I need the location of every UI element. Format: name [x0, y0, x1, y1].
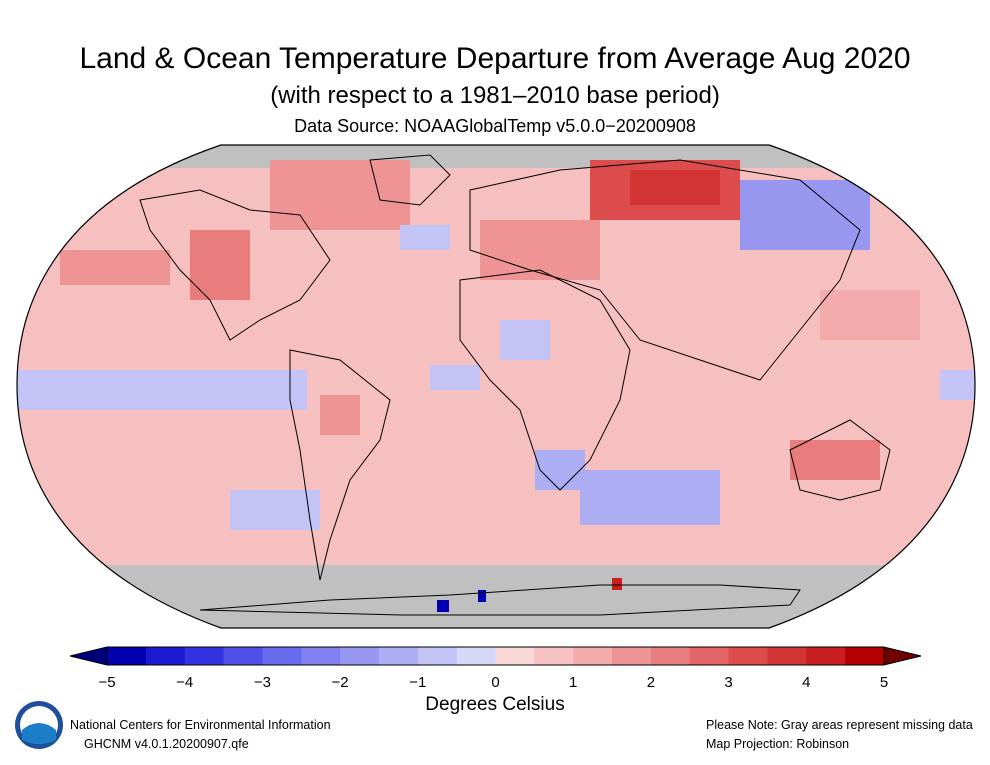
colorbar-tick-label: 5 — [879, 674, 889, 691]
anomaly-cell — [400, 225, 450, 250]
colorbar-tick-label: −3 — [253, 674, 271, 691]
colorbar-segment — [184, 647, 225, 665]
colorbar-segment — [378, 647, 419, 665]
colorbar-tick-label: −4 — [176, 674, 194, 691]
anomaly-cell — [580, 470, 720, 525]
colorbar-segment — [728, 647, 768, 665]
colorbar-segments — [107, 647, 885, 665]
colorbar-segment — [456, 647, 496, 665]
anomaly-cell — [478, 590, 486, 602]
colorbar-segment — [107, 647, 147, 665]
colorbar-segment — [767, 647, 807, 665]
anomaly-cell — [320, 395, 360, 435]
projection-note: Map Projection: Robinson — [706, 737, 850, 751]
anomaly-cell — [630, 170, 720, 205]
colorbar-frame — [106, 646, 885, 666]
map-subtitle: (with respect to a 1981–2010 base period… — [270, 82, 720, 109]
map-title: Land & Ocean Temperature Departure from … — [79, 42, 911, 75]
south-america-coast — [289, 349, 391, 581]
colorbar-tick-label: 4 — [802, 674, 811, 691]
anomaly-cell — [535, 450, 585, 490]
footer-org: National Centers for Environmental Infor… — [70, 718, 331, 732]
anomaly-cell — [820, 290, 920, 340]
colorbar-segment — [689, 647, 730, 665]
anomaly-cell — [612, 578, 622, 590]
colorbar-tick-label: 2 — [646, 674, 656, 691]
colorbar-segment — [845, 647, 885, 665]
colorbar-segment — [806, 647, 846, 665]
footer-version: GHCNM v4.0.1.20200907.qfe — [84, 737, 249, 751]
colorbar-tick-label: −1 — [409, 674, 427, 691]
anomaly-cell — [940, 370, 975, 400]
anomaly-cell — [190, 230, 250, 300]
eurasia-coast — [469, 159, 861, 381]
africa-coast — [459, 269, 631, 491]
colorbar-segment — [573, 647, 613, 665]
anomaly-cell — [17, 370, 307, 410]
australia-coast — [789, 419, 891, 501]
colorbar-segment — [650, 647, 691, 665]
missing-data-note: Please Note: Gray areas represent missin… — [706, 718, 973, 732]
colorbar-segment — [223, 647, 263, 665]
colorbar-segment — [534, 647, 574, 665]
colorbar-tick-label: −2 — [331, 674, 349, 691]
anomaly-cell — [60, 250, 170, 285]
colorbar-segment — [417, 647, 458, 665]
map-field — [17, 145, 975, 628]
data-source: Data Source: NOAAGlobalTemp v5.0.0−20200… — [294, 116, 696, 136]
globe-outline — [16, 144, 976, 629]
colorbar-segment — [145, 647, 186, 665]
anomaly-cell — [500, 320, 550, 360]
anomaly-cell — [790, 440, 880, 480]
antarctica-coast — [199, 584, 801, 616]
colorbar-units: Degrees Celsius — [425, 694, 565, 715]
anomaly-cell — [270, 160, 410, 230]
noaa-logo-icon — [15, 701, 63, 749]
anomaly-cell — [230, 490, 320, 530]
colorbar-segment — [262, 647, 302, 665]
colorbar-segment — [612, 647, 652, 665]
colorbar-tick-label: 1 — [569, 674, 578, 691]
anomaly-cell — [430, 365, 480, 390]
colorbar-segment — [340, 647, 380, 665]
colorbar-segment — [495, 647, 535, 665]
colorbar-tick-label: −5 — [98, 674, 116, 691]
coastlines — [139, 154, 891, 616]
colorbar-tick-label: 0 — [491, 674, 500, 691]
anomaly-cell — [740, 180, 870, 250]
anomaly-cell — [437, 600, 449, 612]
colorbar-low-extension — [69, 646, 108, 666]
greenland-coast — [369, 154, 451, 206]
colorbar-high-extension — [883, 646, 922, 666]
north-america-coast — [139, 189, 331, 341]
colorbar-tick-label: 3 — [724, 674, 733, 691]
colorbar-segment — [301, 647, 341, 665]
